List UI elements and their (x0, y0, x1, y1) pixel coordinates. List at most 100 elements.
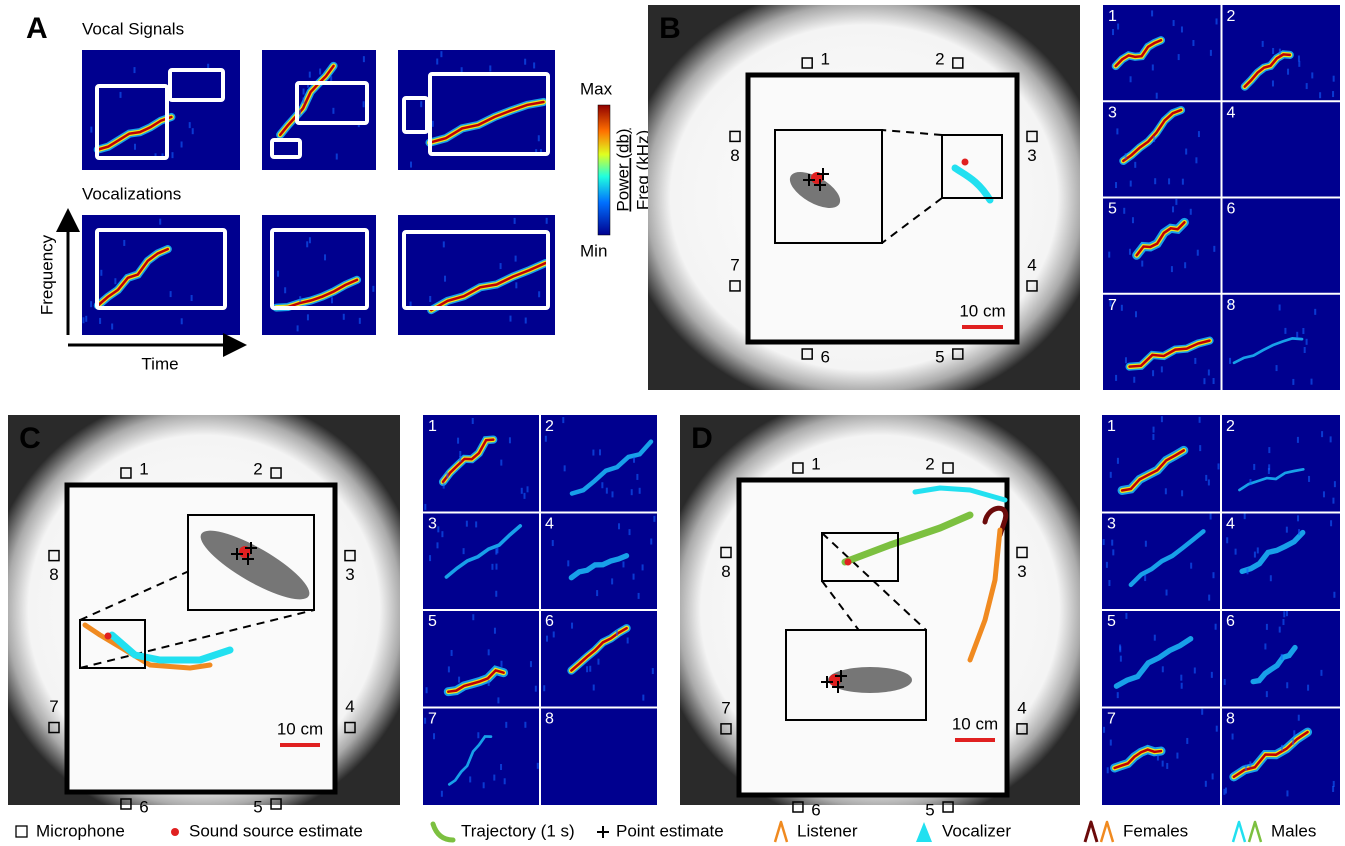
noise (1245, 765, 1247, 771)
noise (123, 240, 125, 246)
noise (1286, 527, 1288, 533)
channel-label: 4 (545, 516, 554, 533)
noise (472, 418, 474, 424)
noise (1208, 595, 1210, 601)
noise (82, 317, 84, 323)
microphone-label: 6 (820, 347, 829, 366)
microphone-label: 8 (730, 146, 739, 165)
noise (1144, 575, 1146, 581)
noise (302, 97, 304, 103)
legend-icon (1085, 822, 1097, 842)
noise (111, 323, 113, 329)
noise (1197, 250, 1199, 256)
microphone-label: 1 (820, 49, 829, 68)
noise (1302, 328, 1304, 334)
noise (500, 460, 502, 466)
noise (436, 542, 438, 548)
noise (134, 144, 136, 150)
noise (1311, 72, 1313, 78)
noise (1103, 539, 1105, 545)
noise (1103, 727, 1105, 733)
noise (650, 539, 652, 545)
noise (1253, 464, 1255, 470)
noise (500, 764, 502, 770)
legend-label: Trajectory (1 s) (461, 821, 575, 840)
legend-icon (171, 828, 179, 836)
noise (363, 56, 365, 62)
colorbar-min: Min (580, 241, 607, 260)
source-estimate (845, 559, 852, 566)
noise (1172, 206, 1174, 212)
noise (1332, 91, 1334, 97)
noise (1334, 481, 1336, 487)
noise (459, 456, 461, 462)
noise (1195, 157, 1197, 163)
noise (618, 523, 620, 529)
noise (606, 488, 608, 494)
noise (1286, 790, 1288, 796)
noise (1282, 619, 1284, 625)
noise (1125, 357, 1127, 363)
noise (1181, 490, 1183, 496)
noise (652, 668, 654, 674)
noise (1210, 50, 1212, 56)
noise (133, 67, 135, 73)
noise (1320, 670, 1322, 676)
noise (472, 614, 474, 620)
noise (1266, 691, 1268, 697)
noise (1117, 458, 1119, 464)
noise (533, 62, 535, 68)
noise (1154, 635, 1156, 641)
microphone-label: 2 (925, 454, 934, 473)
noise (443, 241, 445, 247)
noise (1194, 667, 1196, 673)
microphone-label: 4 (1027, 255, 1036, 274)
legend-icon (916, 822, 932, 842)
noise (1171, 266, 1173, 272)
microphone-label: 5 (935, 347, 944, 366)
noise (181, 141, 183, 147)
channel-label: 1 (1108, 8, 1117, 25)
microphone-label: 6 (139, 797, 148, 816)
noise (426, 687, 428, 693)
noise (469, 776, 471, 782)
noise (1141, 261, 1143, 267)
noise (170, 291, 172, 297)
noise (1182, 179, 1184, 185)
noise (1205, 781, 1207, 787)
noise (1249, 761, 1251, 767)
noise (1279, 49, 1281, 55)
noise (1135, 311, 1137, 317)
noise (192, 128, 194, 134)
microphone-label: 7 (721, 698, 730, 717)
colorbar (598, 105, 610, 235)
noise (372, 286, 374, 292)
noise (1115, 182, 1117, 188)
noise (1157, 755, 1159, 761)
noise (1279, 627, 1281, 633)
noise (463, 548, 465, 554)
noise (1107, 767, 1109, 773)
channel-label: 1 (428, 418, 437, 435)
noise (1298, 55, 1300, 61)
noise (319, 69, 321, 75)
noise (1264, 643, 1266, 649)
noise (1112, 549, 1114, 555)
channel-label: 7 (1108, 297, 1117, 314)
noise (1166, 763, 1168, 769)
microphone-label: 2 (935, 49, 944, 68)
noise (336, 154, 338, 160)
scale-label: 10 cm (277, 719, 323, 738)
noise (1208, 369, 1210, 375)
noise (1112, 29, 1114, 35)
noise (543, 685, 545, 691)
noise (1180, 675, 1182, 681)
noise (611, 578, 613, 584)
noise (343, 314, 345, 320)
noise (1115, 375, 1117, 381)
noise (331, 297, 333, 303)
microphone-label: 4 (1017, 698, 1026, 717)
figure: AVocal SignalsVocalizationsMaxMinPower (… (0, 0, 1345, 846)
noise (1199, 417, 1201, 423)
noise (1297, 515, 1299, 521)
